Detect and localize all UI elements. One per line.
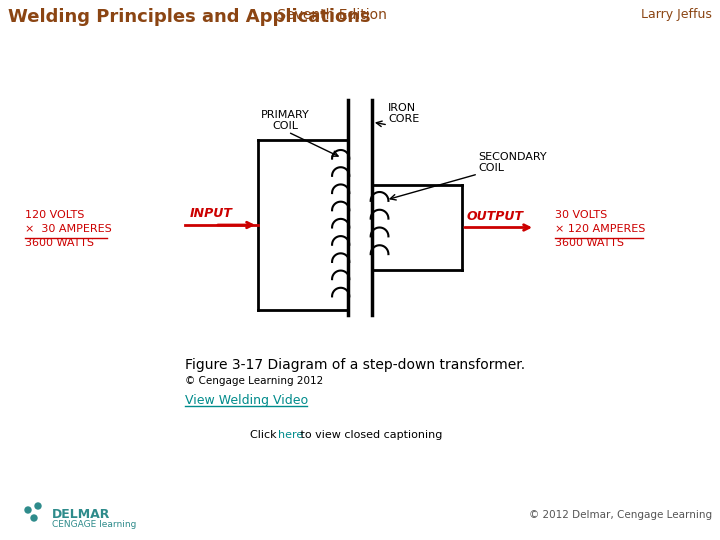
Circle shape <box>31 515 37 521</box>
Text: CORE: CORE <box>388 114 419 124</box>
Text: DELMAR: DELMAR <box>52 508 110 521</box>
Text: INPUT: INPUT <box>190 207 233 220</box>
Text: here: here <box>278 430 303 440</box>
Text: × 120 AMPERES: × 120 AMPERES <box>555 224 645 234</box>
Text: Welding Principles and Applications: Welding Principles and Applications <box>8 8 371 26</box>
Text: 30 VOLTS: 30 VOLTS <box>555 210 607 220</box>
Text: CENGAGE learning: CENGAGE learning <box>52 520 136 529</box>
Text: © Cengage Learning 2012: © Cengage Learning 2012 <box>185 376 323 386</box>
Text: PRIMARY: PRIMARY <box>261 110 310 120</box>
Text: Click: Click <box>250 430 280 440</box>
Text: Larry Jeffus: Larry Jeffus <box>641 8 712 21</box>
Text: 120 VOLTS: 120 VOLTS <box>25 210 84 220</box>
Text: 3600 WATTS: 3600 WATTS <box>555 238 624 248</box>
Text: SECONDARY: SECONDARY <box>478 152 546 162</box>
Text: OUTPUT: OUTPUT <box>467 210 524 222</box>
Circle shape <box>35 503 41 509</box>
Text: 3600 WATTS: 3600 WATTS <box>25 238 94 248</box>
Text: COIL: COIL <box>478 163 504 173</box>
Text: Seventh Edition: Seventh Edition <box>273 8 387 22</box>
Text: IRON: IRON <box>388 103 416 113</box>
Text: to view closed captioning: to view closed captioning <box>297 430 442 440</box>
Text: ×  30 AMPERES: × 30 AMPERES <box>25 224 112 234</box>
Text: Figure 3-17 Diagram of a step-down transformer.: Figure 3-17 Diagram of a step-down trans… <box>185 358 525 372</box>
Text: View Welding Video: View Welding Video <box>185 394 308 407</box>
Circle shape <box>25 507 31 513</box>
Text: © 2012 Delmar, Cengage Learning: © 2012 Delmar, Cengage Learning <box>529 510 712 520</box>
Text: COIL: COIL <box>272 121 298 131</box>
